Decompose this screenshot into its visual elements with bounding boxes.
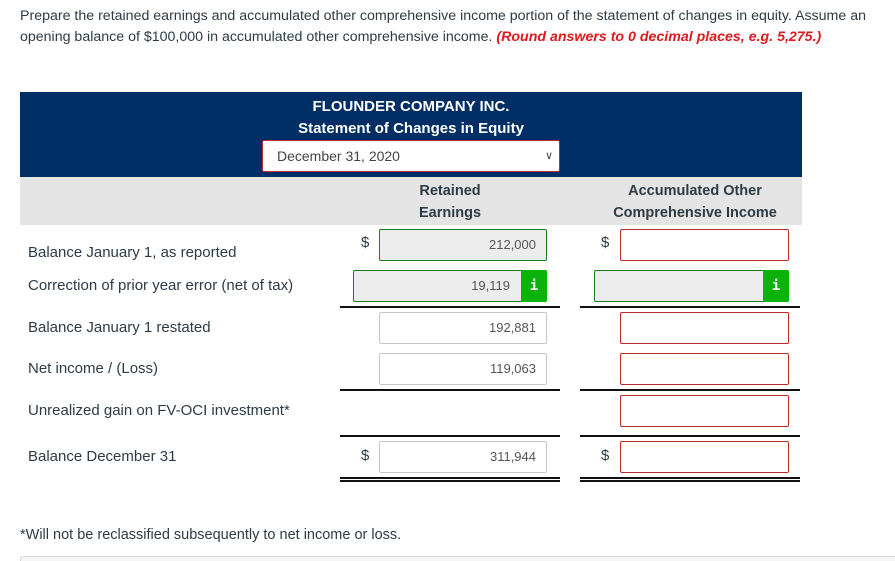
currency-symbol: $ bbox=[601, 234, 610, 251]
date-dropdown-value: December 31, 2020 bbox=[277, 148, 400, 164]
aoci-net-income-input[interactable] bbox=[620, 353, 789, 385]
aoci-balance-jan1-reported-input[interactable] bbox=[620, 229, 789, 261]
aoci-header: Accumulated Other Comprehensive Income bbox=[613, 183, 777, 221]
currency-symbol: $ bbox=[361, 447, 370, 464]
subtotal-line bbox=[340, 306, 560, 308]
total-double-underline bbox=[340, 477, 560, 482]
subtotal-line bbox=[340, 435, 560, 437]
aoci-balance-dec31-input[interactable] bbox=[620, 441, 789, 473]
total-double-underline bbox=[580, 477, 800, 482]
retained-earnings-header: Retained Earnings bbox=[418, 183, 482, 221]
chevron-down-icon: ∨ bbox=[544, 150, 553, 162]
column-headers: Retained Earnings Accumulated Other Comp… bbox=[20, 177, 802, 225]
subtotal-line bbox=[580, 435, 800, 437]
currency-symbol: $ bbox=[601, 447, 610, 464]
row-label-balance-jan1-restated: Balance January 1 restated bbox=[28, 319, 211, 336]
subtotal-line bbox=[580, 389, 800, 391]
row-label-unrealized-gain: Unrealized gain on FV-OCI investment* bbox=[28, 402, 290, 419]
re-balance-dec31-input[interactable]: 311,944 bbox=[379, 441, 547, 473]
row-label-correction-prior-year: Correction of prior year error (net of t… bbox=[28, 277, 294, 294]
date-dropdown[interactable]: December 31, 2020 ∨ bbox=[262, 140, 560, 172]
re-net-income-input[interactable]: 119,063 bbox=[379, 353, 547, 385]
instructions-text: Prepare the retained earnings and accumu… bbox=[20, 8, 866, 45]
row-label-balance-jan1-reported: Balance January 1, as reported bbox=[28, 244, 237, 261]
re-balance-jan1-restated-input[interactable]: 192,881 bbox=[379, 312, 547, 344]
aoci-balance-jan1-restated-input[interactable] bbox=[620, 312, 789, 344]
re-correction-input[interactable]: 19,119 i bbox=[353, 270, 547, 302]
re-balance-jan1-reported-input[interactable]: 212,000 bbox=[379, 229, 547, 261]
statement-title: Statement of Changes in Equity bbox=[298, 120, 524, 137]
currency-symbol: $ bbox=[361, 234, 370, 251]
subtotal-line bbox=[580, 306, 800, 308]
bottom-panel bbox=[20, 556, 895, 561]
rounding-note: (Round answers to 0 decimal places, e.g.… bbox=[496, 29, 822, 45]
company-name: FLOUNDER COMPANY INC. bbox=[312, 98, 510, 115]
re-correction-value: 19,119 bbox=[471, 278, 510, 293]
instructions: Prepare the retained earnings and accumu… bbox=[20, 6, 890, 48]
aoci-correction-input[interactable]: i bbox=[594, 270, 789, 302]
info-icon[interactable]: i bbox=[763, 270, 789, 302]
row-label-net-income: Net income / (Loss) bbox=[28, 360, 159, 377]
footnote: *Will not be reclassified subsequently t… bbox=[20, 527, 402, 543]
statement-header: FLOUNDER COMPANY INC. Statement of Chang… bbox=[20, 92, 802, 177]
info-icon[interactable]: i bbox=[521, 270, 547, 302]
row-label-balance-dec31: Balance December 31 bbox=[28, 448, 177, 465]
aoci-unrealized-gain-input[interactable] bbox=[620, 395, 789, 427]
subtotal-line bbox=[340, 389, 560, 391]
